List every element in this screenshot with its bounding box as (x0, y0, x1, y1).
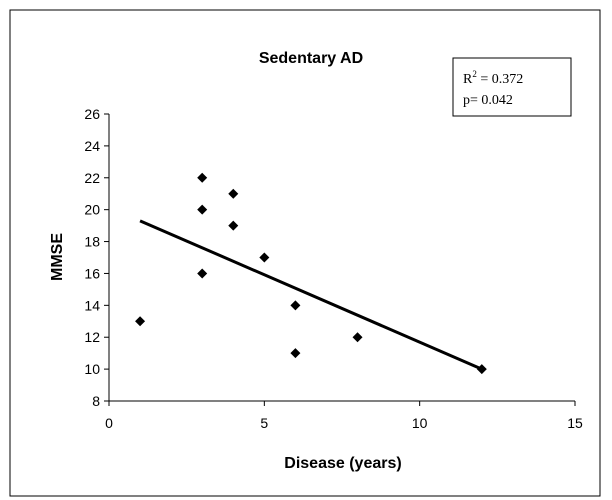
y-tick-label: 20 (84, 202, 100, 218)
data-point (259, 252, 270, 263)
stats-box: R2 = 0.372 p= 0.042 (452, 57, 572, 117)
x-axis-label: Disease (years) (284, 455, 401, 472)
y-tick-label: 24 (84, 138, 100, 154)
r-squared-label: R2 = 0.372 (463, 69, 523, 87)
x-tick-label: 15 (567, 415, 583, 431)
trendline (139, 219, 483, 371)
data-point (135, 316, 146, 327)
x-tick-label: 0 (105, 415, 113, 431)
p-value-label: p= 0.042 (463, 93, 513, 108)
y-tick-label: 8 (92, 393, 100, 409)
y-tick-label: 22 (84, 170, 100, 186)
y-tick-label: 14 (84, 297, 100, 313)
data-point (197, 268, 208, 279)
data-point (228, 220, 239, 231)
axes (108, 114, 575, 402)
y-ticks: 8 10 12 14 16 18 20 22 24 26 (84, 106, 109, 409)
stats-box-frame (452, 57, 572, 117)
data-point (197, 204, 208, 215)
data-point (290, 348, 301, 359)
x-ticks: 0 5 10 15 (105, 401, 583, 431)
y-tick-label: 12 (84, 329, 100, 345)
data-point (476, 364, 487, 375)
x-tick-label: 10 (412, 415, 428, 431)
y-axis-label: MMSE (49, 233, 66, 281)
y-tick-label: 16 (84, 265, 100, 281)
data-point (228, 188, 239, 199)
y-tick-label: 26 (84, 106, 100, 122)
chart-title: Sedentary AD (259, 50, 363, 67)
data-points (135, 172, 487, 375)
y-tick-label: 18 (84, 234, 100, 250)
data-point (197, 172, 208, 183)
data-point (352, 332, 363, 343)
x-tick-label: 5 (260, 415, 268, 431)
y-tick-label: 10 (84, 361, 100, 377)
data-point (290, 300, 301, 311)
